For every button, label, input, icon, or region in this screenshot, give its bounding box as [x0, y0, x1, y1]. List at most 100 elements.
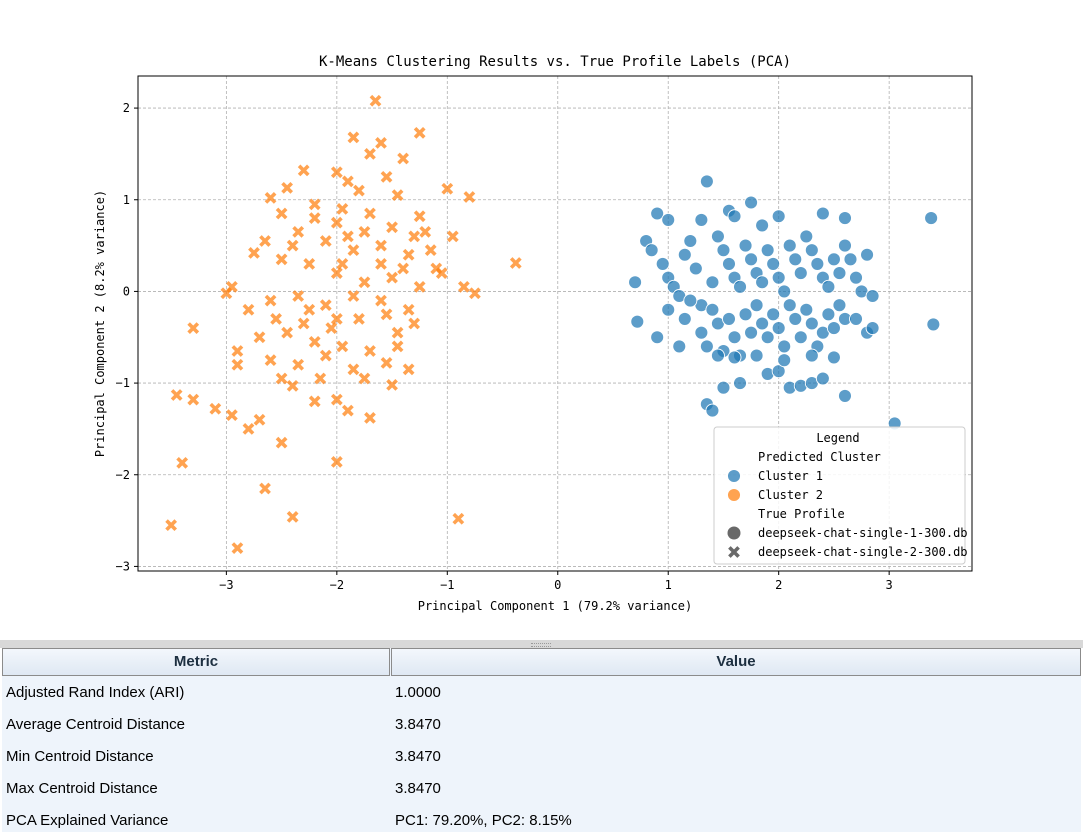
cluster-1-point: [716, 380, 731, 395]
cluster-2-point: [353, 184, 365, 197]
cluster-2-point: [330, 393, 343, 406]
cluster-2-point: [275, 253, 288, 266]
legend-title: Legend: [816, 431, 859, 445]
cluster-1-point: [699, 174, 714, 189]
cluster-2-point: [308, 395, 321, 408]
legend-marker-icon: [727, 488, 741, 502]
cluster-2-point: [330, 456, 343, 468]
cluster-2-point: [308, 198, 321, 211]
metric-name-cell: Average Centroid Distance: [6, 716, 185, 733]
cluster-1-point: [661, 212, 676, 227]
cluster-1-point: [677, 311, 692, 326]
cluster-1-point: [710, 229, 725, 244]
cluster-2-point: [297, 317, 310, 330]
metric-value-cell: 3.8470: [395, 780, 441, 797]
cluster-1-point: [749, 348, 764, 363]
cluster-2-point: [364, 207, 376, 220]
column-header-value[interactable]: Value: [391, 648, 1081, 676]
cluster-2-point: [386, 271, 398, 284]
cluster-2-point: [330, 313, 343, 325]
cluster-1-point: [793, 330, 808, 345]
cluster-2-point: [386, 379, 398, 391]
cluster-1-point: [755, 275, 770, 290]
cluster-2-point: [402, 363, 415, 376]
cluster-2-point: [452, 512, 465, 525]
cluster-2-point: [413, 126, 426, 139]
table-row[interactable]: Min Centroid Distance 3.8470: [2, 741, 1081, 773]
cluster-2-point: [286, 511, 299, 523]
cluster-1-point: [727, 330, 742, 345]
cluster-1-point: [826, 350, 841, 365]
cluster-2-point: [165, 519, 178, 532]
cluster-2-point: [380, 170, 393, 183]
cluster-1-point: [832, 298, 847, 313]
plot-frame: [137, 75, 973, 572]
x-tick-label: −2: [330, 578, 344, 592]
cluster-1-point: [655, 256, 670, 271]
legend-x-marker-icon: [728, 546, 740, 558]
cluster-2-point: [231, 358, 244, 371]
column-header-metric[interactable]: Metric: [2, 648, 390, 676]
cluster-2-point: [336, 340, 349, 353]
table-row[interactable]: Max Centroid Distance 3.8470: [2, 773, 1081, 805]
table-row[interactable]: PCA Explained Variance PC1: 79.20%, PC2:…: [2, 805, 1081, 837]
cluster-2-point: [209, 402, 222, 415]
cluster-1-point: [766, 307, 781, 322]
cluster-2-point: [231, 542, 244, 554]
cluster-2-point: [231, 345, 244, 357]
cluster-1-point: [722, 256, 736, 271]
cluster-1-point: [760, 243, 775, 258]
cluster-1-point: [865, 289, 880, 303]
metric-value-cell: PC1: 79.20%, PC2: 8.15%: [395, 812, 572, 829]
legend-box: [713, 426, 966, 565]
cluster-1-point: [838, 211, 852, 226]
plot-canvas: −3 −2 −1 0 1 2 3 −3 −2 −1 0 1 2 K-Means Clustering Re…: [93, 54, 973, 613]
y-tick-label: 2: [123, 101, 130, 115]
cluster-2-point: [275, 207, 288, 220]
cluster-2-point: [275, 372, 288, 385]
cluster-2-point: [364, 345, 376, 357]
cluster-2-point: [402, 303, 415, 316]
x-tick-label: −3: [219, 578, 233, 592]
cluster-1-point: [821, 307, 836, 322]
cluster-2-point: [380, 357, 393, 369]
cluster-2-point: [375, 239, 387, 252]
cluster-2-point: [469, 287, 481, 300]
cluster-1-point: [683, 293, 698, 308]
cluster-1-point: [838, 238, 852, 253]
cluster-2-point: [391, 340, 404, 353]
splitter-grip-icon[interactable]: [531, 643, 551, 647]
cluster-2-point: [375, 137, 387, 149]
metric-name-cell: PCA Explained Variance: [6, 812, 169, 829]
cluster-2-point: [347, 363, 360, 376]
cluster-2-point: [264, 294, 277, 307]
cluster-1-point: [727, 209, 742, 224]
cluster-1-point: [699, 339, 714, 354]
cluster-1-point: [771, 321, 786, 336]
cluster-1-point: [826, 252, 841, 267]
table-row[interactable]: Average Centroid Distance 3.8470: [2, 709, 1081, 741]
cluster-1-point: [771, 209, 786, 224]
cluster-2-point: [364, 412, 376, 424]
y-tick-label: −2: [116, 468, 130, 482]
cluster-2-point: [275, 436, 288, 449]
cluster-2-point: [281, 326, 293, 339]
cluster-1-point: [738, 238, 753, 253]
cluster-2-point: [248, 247, 260, 259]
panel-splitter[interactable]: [0, 640, 1083, 648]
cluster-2-point: [347, 131, 360, 144]
cluster-2-point: [308, 212, 321, 224]
cluster-1-point: [815, 371, 830, 386]
table-row[interactable]: Adjusted Rand Index (ARI) 1.0000: [2, 677, 1081, 709]
pca-scatter-chart: −3 −2 −1 0 1 2 3 −3 −2 −1 0 1 2 K-Means Clustering Re…: [93, 54, 973, 613]
cluster-2-point: [319, 299, 332, 312]
cluster-1-point: [865, 321, 880, 336]
cluster-2-point: [286, 239, 299, 252]
cluster-1-point: [777, 284, 792, 299]
cluster-2-point: [259, 482, 271, 495]
cluster-2-point: [286, 379, 299, 392]
cluster-1-point: [705, 275, 720, 290]
cluster-2-point: [259, 235, 271, 247]
cluster-2-point: [347, 290, 360, 302]
cluster-1-point: [760, 330, 775, 345]
